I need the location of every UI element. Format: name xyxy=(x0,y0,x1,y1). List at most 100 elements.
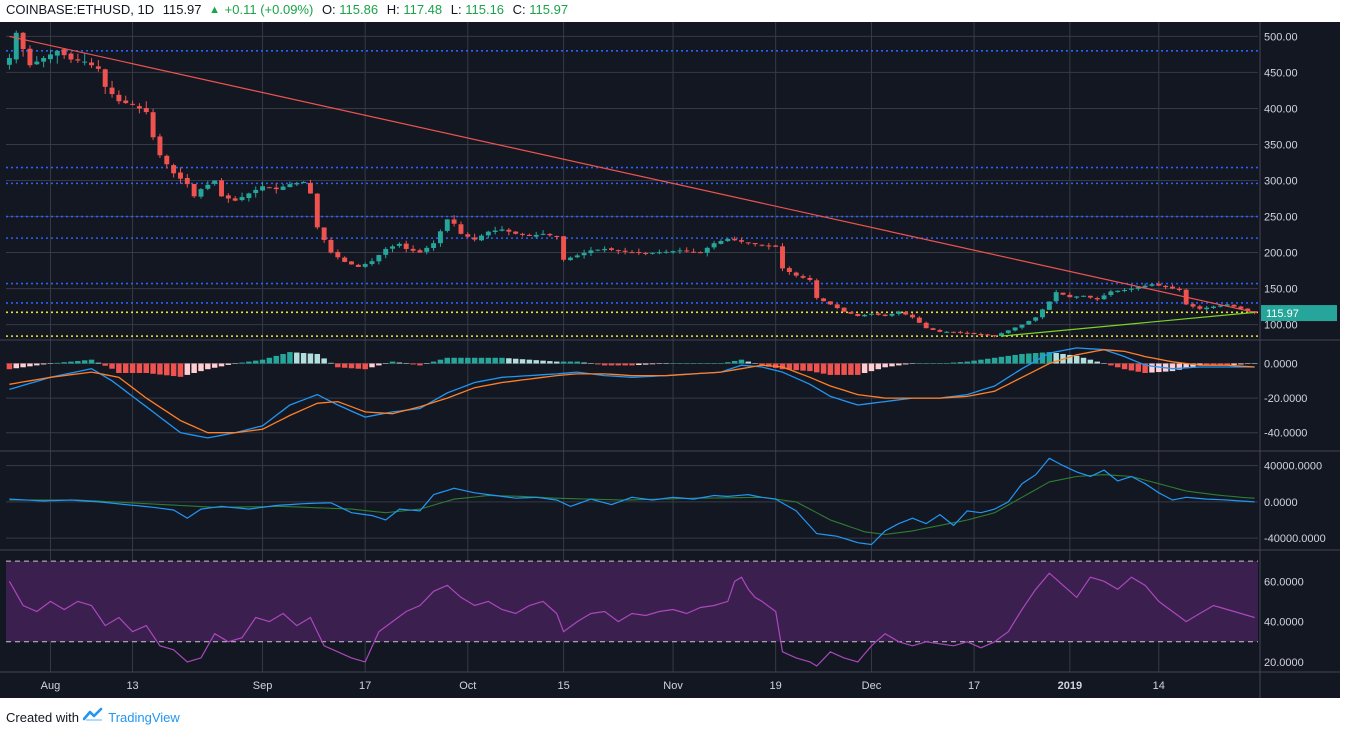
candle[interactable] xyxy=(369,261,375,265)
candle[interactable] xyxy=(437,231,443,244)
candle[interactable] xyxy=(875,313,881,315)
candle[interactable] xyxy=(492,230,498,232)
candle[interactable] xyxy=(1190,304,1196,307)
candle[interactable] xyxy=(342,257,348,262)
candle[interactable] xyxy=(923,322,929,329)
candle[interactable] xyxy=(506,229,512,232)
candle[interactable] xyxy=(1094,298,1100,300)
candle[interactable] xyxy=(499,229,505,231)
candle[interactable] xyxy=(396,243,402,246)
candle[interactable] xyxy=(533,234,539,237)
candle[interactable] xyxy=(896,311,902,314)
candle[interactable] xyxy=(609,248,614,250)
candle[interactable] xyxy=(225,195,231,199)
candle[interactable] xyxy=(1156,283,1162,286)
candle[interactable] xyxy=(68,53,74,60)
candle[interactable] xyxy=(513,231,519,234)
candle[interactable] xyxy=(930,328,936,330)
candle[interactable] xyxy=(260,186,266,191)
candle[interactable] xyxy=(287,184,293,188)
candle[interactable] xyxy=(1238,306,1244,309)
candle[interactable] xyxy=(807,277,813,280)
candle[interactable] xyxy=(971,332,977,334)
candle[interactable] xyxy=(1005,330,1011,334)
candle[interactable] xyxy=(711,243,717,248)
candle[interactable] xyxy=(1211,306,1216,309)
candle[interactable] xyxy=(998,333,1004,337)
candle[interactable] xyxy=(937,330,943,332)
candle[interactable] xyxy=(109,87,115,95)
candle[interactable] xyxy=(143,108,149,113)
candle[interactable] xyxy=(1067,294,1073,298)
trendline-up[interactable] xyxy=(1001,311,1255,337)
candle[interactable] xyxy=(520,233,525,235)
candle[interactable] xyxy=(1019,324,1025,328)
candle[interactable] xyxy=(834,304,840,309)
candle[interactable] xyxy=(301,181,307,183)
candle[interactable] xyxy=(855,313,861,316)
candle[interactable] xyxy=(307,182,313,194)
candle[interactable] xyxy=(581,252,587,256)
candle[interactable] xyxy=(424,247,430,252)
candle[interactable] xyxy=(451,219,457,224)
candle[interactable] xyxy=(465,234,471,237)
candle[interactable] xyxy=(485,231,491,236)
candle[interactable] xyxy=(102,69,108,87)
price-pane[interactable]: 115.97 xyxy=(6,30,1337,338)
candle[interactable] xyxy=(670,251,676,253)
candle[interactable] xyxy=(1128,288,1134,290)
candle[interactable] xyxy=(1142,285,1148,288)
candle[interactable] xyxy=(177,172,183,179)
rsi-pane[interactable] xyxy=(6,560,1258,667)
candle[interactable] xyxy=(588,250,594,254)
candle[interactable] xyxy=(1135,287,1141,289)
candle[interactable] xyxy=(704,247,710,253)
candle[interactable] xyxy=(89,62,94,66)
candle[interactable] xyxy=(773,245,779,247)
candle[interactable] xyxy=(821,298,827,302)
candle[interactable] xyxy=(814,280,820,298)
candle[interactable] xyxy=(574,255,580,258)
candle[interactable] xyxy=(882,314,888,316)
candle[interactable] xyxy=(916,317,922,323)
symbol-label[interactable]: COINBASE:ETHUSD, 1D xyxy=(6,2,155,17)
candle[interactable] xyxy=(431,243,437,249)
candle[interactable] xyxy=(184,177,190,185)
candle[interactable] xyxy=(198,189,204,197)
candle[interactable] xyxy=(82,61,88,63)
candle[interactable] xyxy=(629,252,635,254)
candle[interactable] xyxy=(841,307,847,312)
candle[interactable] xyxy=(1087,295,1093,298)
candle[interactable] xyxy=(219,180,224,197)
candle[interactable] xyxy=(1245,308,1251,311)
candle[interactable] xyxy=(848,311,854,314)
candle[interactable] xyxy=(745,242,751,244)
candle[interactable] xyxy=(1204,307,1210,310)
candle[interactable] xyxy=(444,219,450,231)
candle[interactable] xyxy=(1101,295,1107,300)
candle[interactable] xyxy=(1046,301,1052,310)
candle[interactable] xyxy=(294,183,300,185)
candle[interactable] xyxy=(1163,285,1169,288)
candle[interactable] xyxy=(376,255,382,262)
candle[interactable] xyxy=(335,251,341,258)
candle[interactable] xyxy=(273,187,279,190)
candle[interactable] xyxy=(1012,327,1018,331)
candle[interactable] xyxy=(780,246,785,269)
candle[interactable] xyxy=(410,248,416,251)
candle[interactable] xyxy=(1231,304,1237,307)
candle[interactable] xyxy=(321,227,327,240)
candle[interactable] xyxy=(150,112,156,138)
candle[interactable] xyxy=(725,238,731,242)
candle[interactable] xyxy=(684,250,690,252)
candle[interactable] xyxy=(123,100,129,104)
candle[interactable] xyxy=(567,257,573,261)
candle[interactable] xyxy=(978,334,984,336)
candle[interactable] xyxy=(1224,304,1230,306)
candle[interactable] xyxy=(27,48,33,66)
candle[interactable] xyxy=(1060,292,1066,295)
candle[interactable] xyxy=(903,311,909,315)
candle[interactable] xyxy=(793,272,799,276)
candle[interactable] xyxy=(20,32,26,50)
candle[interactable] xyxy=(677,250,683,252)
